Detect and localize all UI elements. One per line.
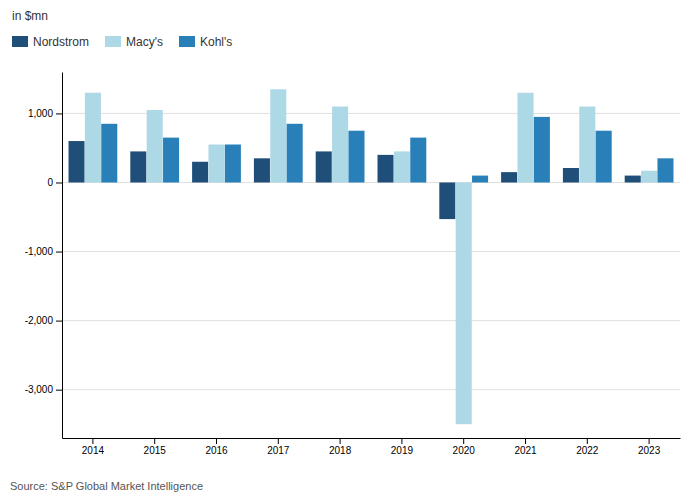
bar (192, 162, 208, 183)
grid-line (62, 251, 680, 252)
bar-series (85, 89, 657, 424)
legend-label: Nordstrom (33, 35, 89, 49)
x-tick-mark (525, 438, 526, 444)
bar (579, 107, 595, 183)
bar (439, 182, 455, 219)
bar (163, 138, 179, 183)
legend-item: Kohl's (179, 35, 232, 49)
y-tick-label: 0 (47, 177, 53, 188)
grid-line (62, 389, 680, 390)
plot-area: -3,000 -2,000 -1,000 0 1,000 2014 2015 2016 2017… (25, 73, 681, 457)
bar (641, 171, 657, 183)
y-tick: 0 (47, 177, 62, 188)
x-tick-mark (154, 438, 155, 444)
x-tick-mark (216, 438, 217, 444)
y-tick-mark (56, 113, 62, 114)
bar (254, 158, 270, 182)
y-tick-mark (56, 182, 62, 183)
bar (657, 158, 673, 182)
bar (563, 168, 579, 183)
x-tick-label: 2018 (329, 445, 352, 456)
x-tick-label: 2023 (638, 445, 661, 456)
x-tick: 2021 (514, 438, 537, 456)
y-tick-label: -2,000 (25, 315, 54, 326)
bar (456, 182, 472, 424)
grid-line (62, 320, 680, 321)
y-tick: -2,000 (25, 315, 62, 326)
x-tick-label: 2020 (453, 445, 476, 456)
x-tick: 2022 (576, 438, 599, 456)
y-tick-label: 1,000 (28, 108, 53, 119)
x-tick-label: 2015 (144, 445, 167, 456)
legend-swatch (105, 36, 121, 47)
x-tick-mark (463, 438, 464, 444)
x-tick: 2016 (205, 438, 228, 456)
x-tick: 2020 (453, 438, 476, 456)
y-tick: -1,000 (25, 246, 62, 257)
y-tick: 1,000 (28, 108, 62, 119)
bar (410, 138, 426, 183)
x-tick: 2023 (638, 438, 661, 456)
y-tick-label: -3,000 (25, 384, 54, 395)
x-tick-mark (587, 438, 588, 444)
y-tick-mark (56, 321, 62, 322)
x-tick-label: 2019 (391, 445, 414, 456)
legend-label: Macy's (126, 35, 163, 49)
x-tick-mark (401, 438, 402, 444)
bar-series (101, 117, 673, 183)
x-tick: 2015 (144, 438, 167, 456)
bar (378, 155, 394, 183)
y-tick-mark (56, 252, 62, 253)
legend: Nordstrom Macy's Kohl's (12, 35, 232, 49)
x-tick-label: 2014 (82, 445, 105, 456)
bar (270, 89, 286, 182)
bar (130, 151, 146, 182)
chart: -3,000 -2,000 -1,000 0 1,000 2014 2015 2016 2017… (0, 0, 700, 500)
bar (625, 176, 641, 183)
legend-item: Nordstrom (12, 35, 89, 49)
bar (534, 117, 550, 183)
annotation: Source: S&P Global Market Intelligence (10, 480, 203, 492)
bar (348, 131, 364, 183)
bar (394, 151, 410, 182)
x-tick-label: 2021 (514, 445, 537, 456)
x-tick: 2014 (82, 438, 105, 456)
x-tick: 2019 (391, 438, 414, 456)
legend-label: Kohl's (200, 35, 232, 49)
bar (517, 93, 533, 183)
bar (147, 110, 163, 183)
bar (225, 145, 241, 183)
bar (287, 124, 303, 183)
y-axis: -3,000 -2,000 -1,000 0 1,000 (25, 73, 63, 439)
x-tick-mark (649, 438, 650, 444)
bar (69, 141, 85, 182)
x-tick-mark (278, 438, 279, 444)
x-tick-mark (92, 438, 93, 444)
bar (101, 124, 117, 183)
bar (596, 131, 612, 183)
legend-swatch (179, 36, 195, 47)
x-tick-label: 2022 (576, 445, 599, 456)
x-tick-label: 2016 (205, 445, 228, 456)
legend-swatch (12, 36, 28, 47)
bar (472, 176, 488, 183)
y-tick: -3,000 (25, 384, 62, 395)
x-axis: 2014 2015 2016 2017 2018 2019 2020 2021 2022 2023 (63, 438, 681, 456)
x-tick: 2017 (267, 438, 290, 456)
bar (332, 107, 348, 183)
x-tick-mark (340, 438, 341, 444)
bars (69, 89, 674, 424)
y-tick-mark (56, 390, 62, 391)
bar (316, 151, 332, 182)
y-tick-label: -1,000 (25, 246, 54, 257)
bar (208, 145, 224, 183)
legend-item: Macy's (105, 35, 163, 49)
bar (85, 93, 101, 183)
y-axis-title: in $mn (12, 9, 48, 23)
x-tick-label: 2017 (267, 445, 290, 456)
bar (501, 172, 517, 182)
x-tick: 2018 (329, 438, 352, 456)
y-axis-line (62, 73, 63, 439)
